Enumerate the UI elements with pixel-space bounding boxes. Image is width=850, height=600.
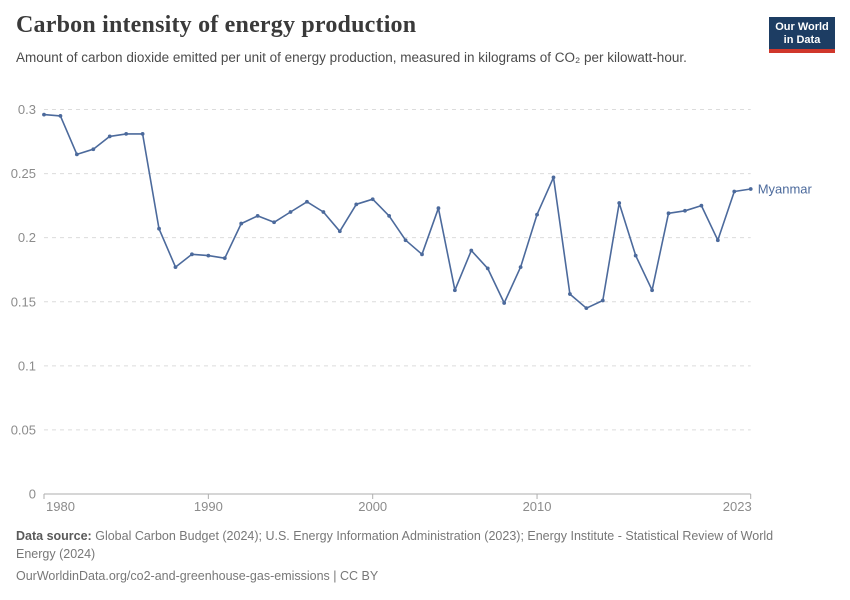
data-point[interactable] xyxy=(518,265,523,270)
logo-line-2: in Data xyxy=(783,33,821,46)
data-point[interactable] xyxy=(74,152,79,157)
y-axis-tick-label: 0.05 xyxy=(11,422,36,437)
myanmar-line-series[interactable] xyxy=(43,113,752,310)
chart-footer: Data source: Global Carbon Budget (2024)… xyxy=(16,527,816,585)
page-subtitle: Amount of carbon dioxide emitted per uni… xyxy=(16,50,687,65)
data-point[interactable] xyxy=(452,288,457,293)
data-point[interactable] xyxy=(732,189,737,194)
data-point[interactable] xyxy=(305,199,309,204)
y-axis-tick-label: 0.2 xyxy=(18,230,36,245)
footer-datasource-text: Global Carbon Budget (2024); U.S. Energy… xyxy=(16,529,774,561)
y-axis-tick-label: 0 xyxy=(29,487,36,502)
data-point[interactable] xyxy=(469,248,474,253)
data-point[interactable] xyxy=(436,206,441,211)
data-point[interactable] xyxy=(107,134,112,139)
y-axis-tick-label: 0.1 xyxy=(18,358,36,373)
data-point[interactable] xyxy=(699,203,704,208)
footer-datasource: Data source: Global Carbon Budget (2024)… xyxy=(16,527,816,563)
series-label-myanmar[interactable]: Myanmar xyxy=(758,181,813,196)
y-axis-tick-label: 0.15 xyxy=(11,294,36,309)
data-point[interactable] xyxy=(683,208,687,213)
footer-license-link[interactable]: OurWorldinData.org/co2-and-greenhouse-ga… xyxy=(16,569,379,583)
data-point[interactable] xyxy=(140,131,145,136)
data-point[interactable] xyxy=(617,201,622,205)
data-point[interactable] xyxy=(633,253,638,258)
data-point[interactable] xyxy=(485,266,490,271)
data-point[interactable] xyxy=(173,265,178,270)
data-point[interactable] xyxy=(42,112,46,117)
y-axis-tick-label: 0.3 xyxy=(18,102,36,117)
footer-datasource-label: Data source: xyxy=(16,529,92,543)
data-point[interactable] xyxy=(255,213,260,218)
data-point[interactable] xyxy=(272,220,276,225)
data-point[interactable] xyxy=(190,252,194,257)
data-point[interactable] xyxy=(650,288,654,293)
data-point[interactable] xyxy=(551,175,556,180)
data-point[interactable] xyxy=(124,131,129,136)
page-title: Carbon intensity of energy production xyxy=(16,12,417,38)
data-point[interactable] xyxy=(321,210,326,214)
data-point[interactable] xyxy=(748,187,753,191)
data-point[interactable] xyxy=(354,202,359,207)
data-point[interactable] xyxy=(420,252,424,257)
x-axis-tick-label: 2023 xyxy=(723,499,752,514)
data-point[interactable] xyxy=(387,213,392,218)
y-axis-tick-label: 0.25 xyxy=(11,166,36,181)
data-point[interactable] xyxy=(222,256,227,261)
data-point[interactable] xyxy=(288,210,293,214)
x-axis-tick-label: 2010 xyxy=(523,499,552,514)
data-point[interactable] xyxy=(502,301,507,305)
x-axis-tick-label: 2000 xyxy=(358,499,387,514)
data-point[interactable] xyxy=(206,253,211,258)
data-point[interactable] xyxy=(600,298,605,303)
data-point[interactable] xyxy=(535,212,539,217)
data-point[interactable] xyxy=(584,306,589,311)
data-point[interactable] xyxy=(666,211,671,216)
data-point[interactable] xyxy=(370,197,375,202)
data-point[interactable] xyxy=(568,292,572,296)
data-point[interactable] xyxy=(337,229,342,234)
x-axis-tick-label: 1990 xyxy=(194,499,223,514)
x-axis-tick-label: 1980 xyxy=(46,499,75,514)
data-point[interactable] xyxy=(239,221,244,226)
data-point[interactable] xyxy=(715,238,720,243)
data-point[interactable] xyxy=(91,147,96,152)
data-point[interactable] xyxy=(403,238,408,243)
logo-line-1: Our World xyxy=(775,21,829,33)
owid-logo[interactable]: Our World in Data xyxy=(769,17,835,53)
data-point[interactable] xyxy=(58,114,63,118)
data-point[interactable] xyxy=(157,226,161,231)
